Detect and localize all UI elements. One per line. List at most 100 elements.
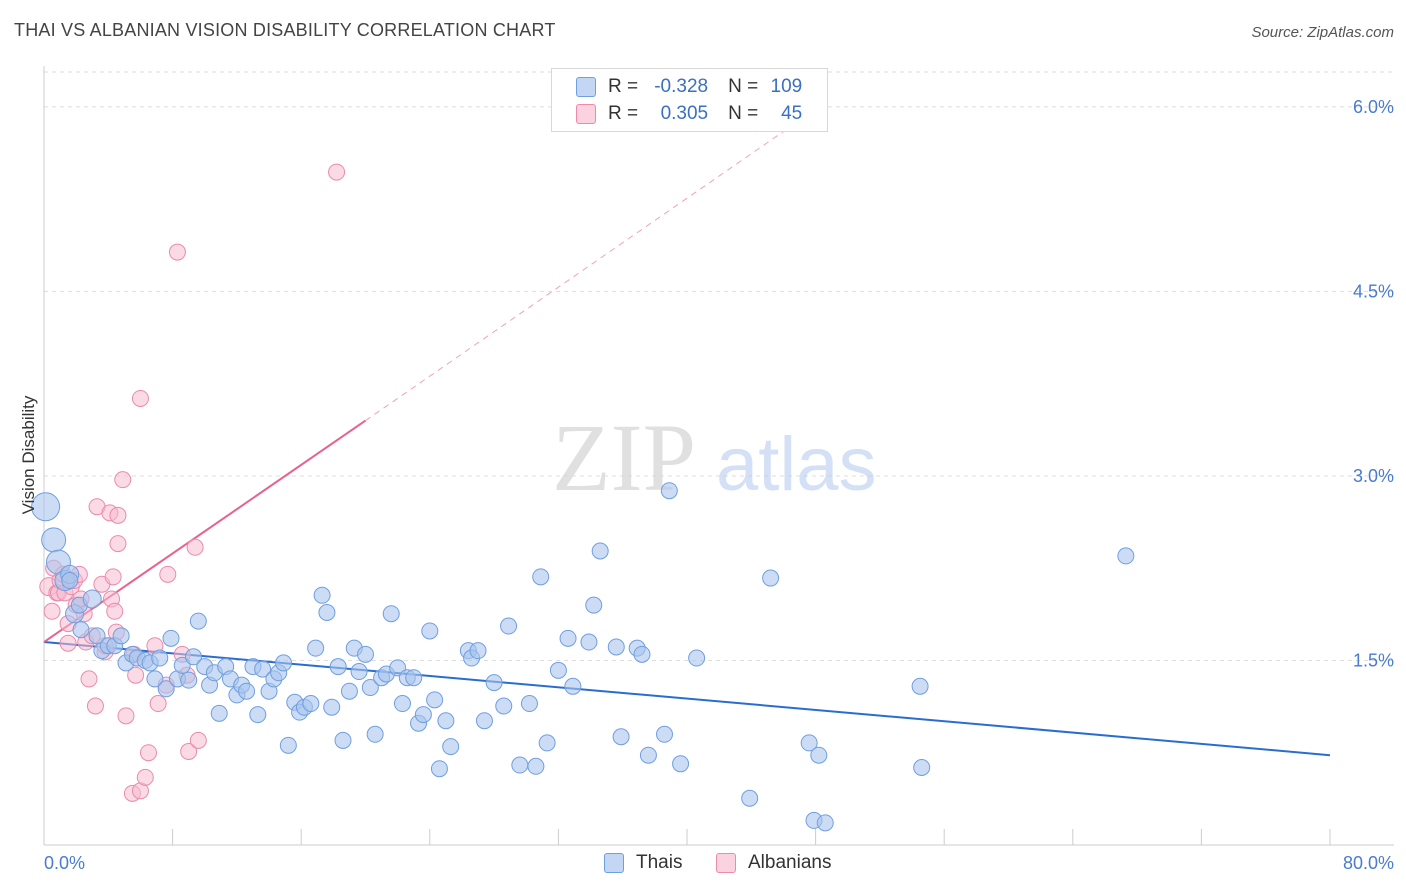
albanians-point — [86, 697, 104, 715]
thais-point — [61, 572, 79, 590]
thais-point — [173, 656, 191, 674]
thais-point — [31, 492, 61, 522]
thais-point — [82, 589, 102, 609]
thais-point — [655, 725, 673, 743]
legend-label-thais: Thais — [636, 852, 683, 873]
thais-point — [112, 627, 130, 645]
n-label: N = — [728, 76, 759, 97]
albanians-point — [136, 768, 154, 786]
thais-point — [318, 604, 336, 621]
tick-labels: 1.5% 3.0% 4.5% 6.0% 0.0% 80.0% — [44, 97, 1394, 873]
albanians-point — [117, 707, 135, 725]
thais-point — [334, 731, 352, 749]
albanians-point — [43, 602, 61, 620]
y-tick-label: 1.5% — [1353, 650, 1394, 670]
thais-point — [485, 674, 503, 692]
thais-point — [500, 617, 518, 635]
thais-point — [357, 645, 374, 663]
legend-label-albanians: Albanians — [748, 852, 832, 873]
thais-point — [495, 697, 513, 715]
thais-point — [157, 680, 175, 698]
albanians-point — [109, 506, 127, 524]
albanians-point — [106, 602, 124, 620]
thais-point — [591, 542, 609, 560]
thais-point — [612, 728, 630, 746]
thais-point — [527, 757, 545, 775]
thais-point — [366, 725, 384, 743]
r-value: 0.305 — [660, 103, 709, 124]
thais-point — [307, 639, 325, 657]
thais-point — [511, 756, 529, 774]
albanians-point — [80, 670, 98, 688]
thais-point — [762, 569, 780, 587]
thais-point — [146, 670, 164, 688]
thais-point — [520, 695, 538, 713]
albanians-point — [159, 565, 177, 583]
albanians-point — [114, 471, 132, 489]
thais-point — [469, 642, 487, 660]
thais-point — [421, 622, 439, 640]
thais-point — [184, 648, 202, 666]
thais-point — [442, 738, 460, 756]
albanians-point — [109, 535, 127, 553]
thais-point — [810, 746, 828, 764]
albanians-point — [131, 389, 149, 407]
legend-item-albanians[interactable]: Albanians — [716, 852, 831, 874]
thais-point — [911, 677, 929, 695]
x-tick-label: 0.0% — [44, 853, 85, 873]
series-legend: Thais Albanians — [0, 852, 1406, 878]
y-tick-label: 4.5% — [1353, 281, 1394, 301]
albanians-point — [168, 243, 186, 261]
thais-point — [151, 649, 169, 667]
r-value: -0.328 — [654, 76, 709, 97]
thais-point — [249, 706, 267, 724]
albanians-swatch — [716, 853, 736, 873]
thais-point — [275, 654, 293, 672]
legend-item-thais[interactable]: Thais — [604, 852, 682, 874]
thais-point — [559, 629, 577, 647]
y-tick-label: 3.0% — [1353, 466, 1394, 486]
thais-point — [340, 682, 358, 700]
thais-swatch — [576, 77, 596, 97]
source-attribution: Source: ZipAtlas.com — [1251, 24, 1394, 41]
thais-point — [162, 629, 180, 647]
r-label: R = — [608, 76, 639, 97]
thais-point — [1117, 547, 1135, 565]
albanians-point — [180, 743, 198, 761]
thais-point — [189, 612, 207, 630]
albanians-point — [139, 744, 157, 762]
grid-lines — [44, 71, 1394, 661]
thais-point — [672, 755, 690, 773]
x-tick-label: 80.0% — [1343, 853, 1394, 873]
thais-point — [549, 661, 567, 679]
thais-point — [350, 663, 368, 681]
thais-point — [437, 712, 455, 730]
r-label: R = — [608, 103, 639, 124]
axes — [43, 66, 1394, 846]
albanians-point — [186, 538, 204, 556]
thais-point — [414, 706, 432, 724]
albanians-point — [104, 568, 122, 586]
y-tick-label: 6.0% — [1353, 97, 1394, 117]
thais-point — [238, 682, 256, 700]
thais-point — [741, 789, 759, 807]
albanians-point — [59, 634, 77, 652]
thais-point — [633, 645, 651, 663]
thais-point — [580, 633, 598, 651]
albanians-point — [189, 731, 207, 749]
legend-row-thais: R = -0.328 N = 109 — [576, 75, 802, 99]
thais-point — [329, 658, 347, 676]
albanians-trend-extension — [365, 131, 784, 422]
n-label: N = — [728, 103, 759, 124]
thais-point — [361, 679, 379, 697]
albanians-point — [328, 163, 346, 181]
thais-point — [475, 712, 493, 730]
thais-point — [382, 605, 400, 623]
thais-point — [393, 695, 411, 713]
thais-point — [607, 638, 625, 656]
thais-swatch — [604, 853, 624, 873]
correlation-legend: R = -0.328 N = 109 R = 0.305 N = 45 — [551, 68, 828, 132]
thais-point — [585, 596, 603, 614]
chart-title: THAI VS ALBANIAN VISION DISABILITY CORRE… — [14, 20, 556, 40]
